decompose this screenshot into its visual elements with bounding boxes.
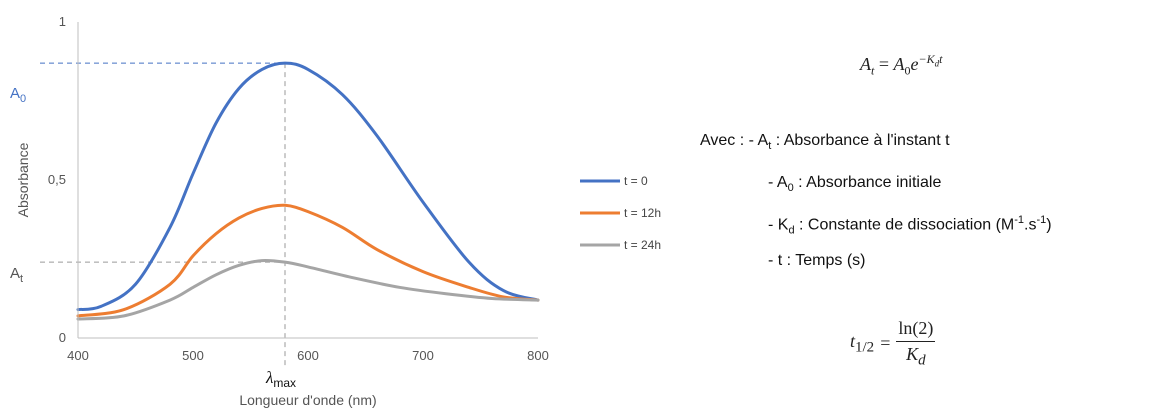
decay-formula: At = A0e−Kdt: [860, 52, 943, 78]
legend-label-0: t = 0: [624, 174, 648, 188]
legend-label-1: t = 12h: [624, 206, 661, 220]
half-life-numerator: ln(2): [896, 318, 936, 342]
definition-t: - t : Temps (s): [768, 252, 866, 269]
at-label: At: [10, 265, 23, 285]
definition-at: Avec : - At : Absorbance à l'instant t: [700, 132, 950, 153]
y-tick-label-0-5: 0,5: [48, 172, 66, 187]
x-tick-label-600: 600: [297, 348, 319, 363]
lambda-max-label: λmax: [265, 368, 296, 390]
x-tick-label-800: 800: [527, 348, 549, 363]
y-tick-label-0: 0: [59, 330, 66, 345]
formula-panel: At = A0e−Kdt Avec : - At : Absorbance à …: [700, 0, 1156, 412]
x-tick-label-500: 500: [182, 348, 204, 363]
y-tick-label-1: 1: [59, 14, 66, 29]
y-axis-title: Absorbance: [15, 142, 31, 217]
a0-label: A0: [10, 85, 26, 105]
x-axis-title: Longueur d'onde (nm): [239, 392, 376, 408]
half-life-formula: t1/2 = ln(2) Kd: [850, 318, 936, 369]
series-line-2: [76, 258, 540, 321]
series-line-0: [76, 61, 540, 312]
definition-kd: - Kd : Constante de dissociation (M-1.s-…: [768, 214, 1052, 237]
half-life-denominator: Kd: [906, 344, 926, 369]
x-tick-label-400: 400: [67, 348, 89, 363]
series-line-1: [76, 203, 540, 318]
legend-label-2: t = 24h: [624, 238, 661, 252]
definition-a0: - A0 : Absorbance initiale: [768, 174, 942, 195]
x-tick-label-700: 700: [412, 348, 434, 363]
absorbance-chart: 400 500 600 700 800 0 0,5 1 Longueur d'onde (nm…: [10, 14, 661, 408]
legend: t = 0 t = 12h t = 24h: [580, 174, 661, 252]
